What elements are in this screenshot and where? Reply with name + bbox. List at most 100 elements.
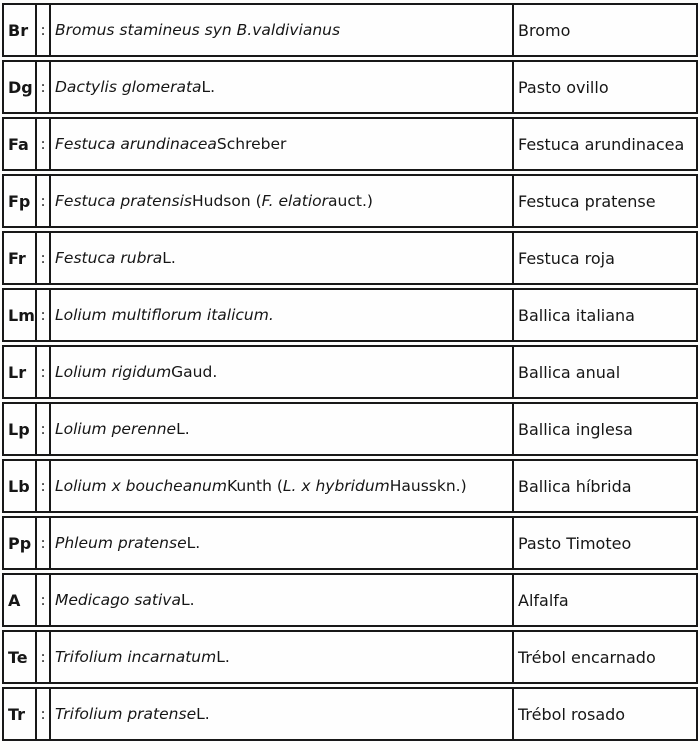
scientific-name-cell: Festuca rubra L.	[51, 233, 514, 283]
separator-cell: :	[37, 233, 51, 283]
separator-colon: :	[40, 249, 46, 267]
separator-cell: :	[37, 575, 51, 625]
species-name-italic-segment: Bromus stamineus syn B.valdivianus	[55, 21, 341, 39]
separator-cell: :	[37, 404, 51, 454]
separator-colon: :	[40, 306, 46, 324]
common-name-label: Trébol encarnado	[518, 647, 656, 667]
common-name-label: Bromo	[518, 20, 571, 40]
table-row: Lr : Lolium rigidum Gaud. Ballica anual	[2, 345, 698, 399]
common-name-cell: Ballica italiana	[514, 290, 696, 340]
table-row: Fp : Festuca pratensis Hudson (F. elatio…	[2, 174, 698, 228]
species-name-italic-segment: Festuca pratensis	[55, 192, 192, 210]
abbreviation-label: Br	[8, 20, 29, 40]
separator-cell: :	[37, 461, 51, 511]
species-name-roman-segment: L.	[216, 648, 230, 666]
abbreviation-cell: Dg	[4, 62, 37, 112]
separator-cell: :	[37, 176, 51, 226]
abbreviation-cell: Lm	[4, 290, 37, 340]
common-name-cell: Festuca arundinacea	[514, 119, 696, 169]
common-name-label: Trébol rosado	[518, 704, 626, 724]
common-name-label: Pasto ovillo	[518, 77, 609, 97]
table-row: Te : Trifolium incarnatum L. Trébol enca…	[2, 630, 698, 684]
separator-cell: :	[37, 689, 51, 739]
table-row: Br : Bromus stamineus syn B.valdivianus …	[2, 3, 698, 57]
species-name-italic-segment: Lolium perenne	[55, 420, 177, 438]
species-name-italic-segment: Lolium multiflorum italicum.	[55, 306, 274, 324]
separator-colon: :	[40, 534, 46, 552]
abbreviation-cell: Te	[4, 632, 37, 682]
species-name-roman-segment: Schreber	[216, 135, 287, 153]
common-name-label: Ballica anual	[518, 362, 621, 382]
common-name-label: Pasto Timoteo	[518, 533, 632, 553]
scientific-name-cell: Festuca pratensis Hudson (F. elatior auc…	[51, 176, 514, 226]
separator-cell: :	[37, 518, 51, 568]
species-name-italic-segment: Lolium x boucheanum	[55, 477, 227, 495]
separator-colon: :	[40, 420, 46, 438]
table-row: A : Medicago sativa L. Alfalfa	[2, 573, 698, 627]
table-row: Lm : Lolium multiflorum italicum. Ballic…	[2, 288, 698, 342]
common-name-cell: Festuca pratense	[514, 176, 696, 226]
separator-cell: :	[37, 632, 51, 682]
table-row: Dg : Dactylis glomerata L. Pasto ovillo	[2, 60, 698, 114]
common-name-label: Festuca arundinacea	[518, 134, 685, 154]
abbreviation-label: Te	[8, 647, 28, 667]
abbreviation-cell: Lp	[4, 404, 37, 454]
common-name-cell: Alfalfa	[514, 575, 696, 625]
species-name-roman-segment: Hausskn.)	[389, 477, 467, 495]
species-name-italic-segment: F. elatior	[261, 192, 329, 210]
species-name-italic-segment: Festuca arundinacea	[55, 135, 217, 153]
common-name-cell: Ballica híbrida	[514, 461, 696, 511]
separator-colon: :	[40, 477, 46, 495]
separator-cell: :	[37, 290, 51, 340]
abbreviation-label: Fa	[8, 134, 29, 154]
abbreviation-cell: Br	[4, 5, 37, 55]
scientific-name-cell: Bromus stamineus syn B.valdivianus	[51, 5, 514, 55]
common-name-cell: Festuca roja	[514, 233, 696, 283]
scientific-name-cell: Lolium multiflorum italicum.	[51, 290, 514, 340]
species-name-roman-segment: L.	[196, 705, 210, 723]
common-name-cell: Trébol encarnado	[514, 632, 696, 682]
table-row: Tr : Trifolium pratense L. Trébol rosado	[2, 687, 698, 741]
common-name-label: Alfalfa	[518, 590, 569, 610]
species-abbreviation-table: Br : Bromus stamineus syn B.valdivianus …	[2, 3, 698, 741]
abbreviation-label: Dg	[8, 77, 33, 97]
abbreviation-cell: Lr	[4, 347, 37, 397]
common-name-cell: Pasto ovillo	[514, 62, 696, 112]
abbreviation-cell: Pp	[4, 518, 37, 568]
abbreviation-cell: Fa	[4, 119, 37, 169]
abbreviation-label: Fp	[8, 191, 31, 211]
table-row: Pp : Phleum pratense L. Pasto Timoteo	[2, 516, 698, 570]
separator-cell: :	[37, 347, 51, 397]
abbreviation-cell: A	[4, 575, 37, 625]
separator-colon: :	[40, 705, 46, 723]
species-name-italic-segment: Medicago sativa	[55, 591, 181, 609]
separator-colon: :	[40, 363, 46, 381]
abbreviation-cell: Tr	[4, 689, 37, 739]
separator-colon: :	[40, 135, 46, 153]
common-name-cell: Pasto Timoteo	[514, 518, 696, 568]
species-name-roman-segment: L.	[201, 78, 216, 96]
abbreviation-label: Tr	[8, 704, 26, 724]
separator-colon: :	[40, 192, 46, 210]
scientific-name-cell: Dactylis glomerata L.	[51, 62, 514, 112]
abbreviation-label: A	[8, 590, 21, 610]
common-name-label: Ballica inglesa	[518, 419, 633, 439]
separator-cell: :	[37, 62, 51, 112]
abbreviation-label: Lm	[8, 305, 35, 325]
species-name-roman-segment: L.	[180, 591, 195, 609]
abbreviation-cell: Fp	[4, 176, 37, 226]
abbreviation-label: Lr	[8, 362, 27, 382]
species-name-roman-segment: auct.)	[328, 192, 373, 210]
abbreviation-label: Pp	[8, 533, 32, 553]
species-name-roman-segment: Hudson (	[191, 192, 262, 210]
scientific-name-cell: Festuca arundinacea Schreber	[51, 119, 514, 169]
species-name-italic-segment: Trifolium incarnatum	[55, 648, 217, 666]
abbreviation-label: Lb	[8, 476, 30, 496]
species-name-roman-segment: Kunth (	[226, 477, 283, 495]
separator-colon: :	[40, 648, 46, 666]
species-name-italic-segment: Festuca rubra	[55, 249, 163, 267]
species-name-italic-segment: L. x hybridum	[282, 477, 390, 495]
separator-cell: :	[37, 119, 51, 169]
scientific-name-cell: Trifolium incarnatum L.	[51, 632, 514, 682]
